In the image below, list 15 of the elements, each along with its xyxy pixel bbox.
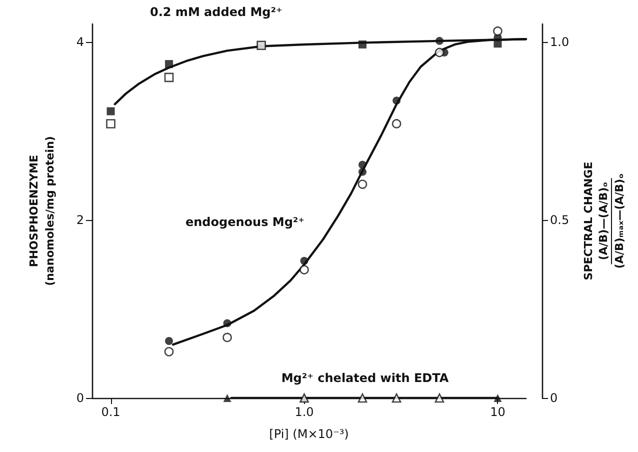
y-axis-title: PHOSPHOENZYME (nanomoles/mg protein) [28, 136, 56, 286]
annotation: endogenous Mg²⁺ [185, 215, 305, 229]
x-tick-label: 10 [490, 405, 506, 419]
y2-tick-label: 0 [550, 391, 558, 405]
x-axis-title: [Pi] (M×10⁻³) [269, 427, 349, 441]
x-tick-label: 1.0 [294, 405, 314, 419]
y-tick-label: 0 [76, 391, 84, 405]
y2-axis-title: SPECTRAL CHANGE (A/B)—(A/B)ₒ (A/B)ₘₐₓ—(A/B)ₒ [581, 162, 627, 280]
annotation: Mg²⁺ chelated with EDTA [281, 371, 450, 385]
y2-tick-label: 0.5 [550, 212, 570, 227]
text: 0.2 mM added Mg²⁺ [150, 5, 282, 19]
y2-tick-label: 1.0 [550, 34, 570, 49]
x-tick-label: 0.1 [101, 405, 120, 419]
y-tick-label: 4 [76, 34, 84, 49]
y-tick-label: 2 [76, 212, 84, 227]
